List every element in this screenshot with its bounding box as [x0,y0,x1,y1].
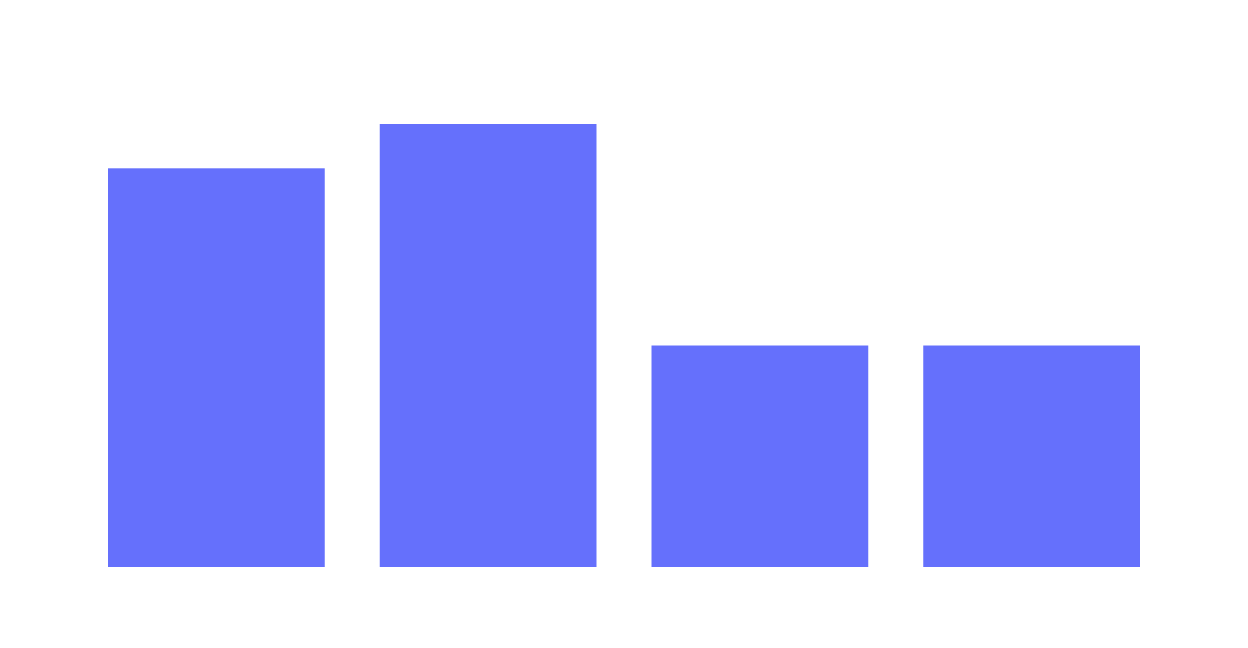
bar-4 [923,345,1140,567]
bar-1 [108,168,325,568]
bars-group [108,124,1140,568]
bar-3 [651,345,869,567]
bar-2 [379,124,597,567]
